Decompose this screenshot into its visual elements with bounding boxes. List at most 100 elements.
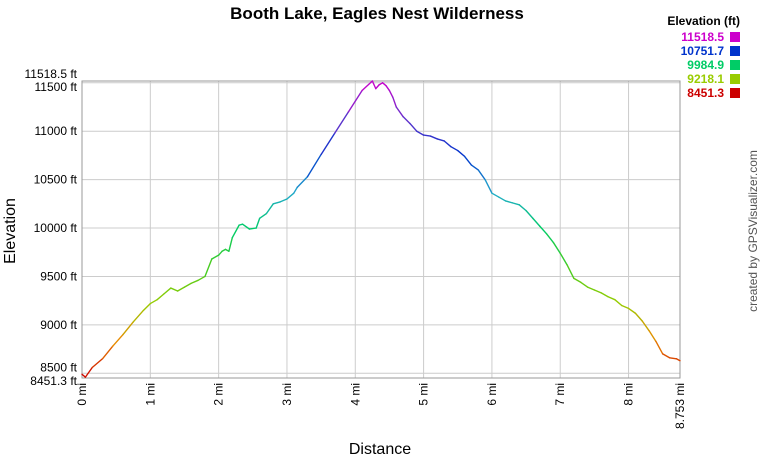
profile-segment [197,275,206,282]
profile-segment [668,357,678,360]
profile-segment [272,201,281,205]
profile-segment [422,134,432,137]
grid [81,80,681,379]
profile-segment [409,122,418,132]
profile-segment [402,115,411,125]
x-tick-label: 1 mi [143,383,157,406]
y-tick-label: 11500 ft [35,80,78,94]
legend-swatch [730,46,740,56]
profile-segment [621,304,630,310]
x-tick-label: 4 mi [348,383,362,406]
profile-segment [176,286,186,292]
profile-segment [170,287,179,292]
y-tick-label: 10500 ft [34,173,78,187]
y-tick-label: 9500 ft [40,269,77,283]
profile-segment [228,237,234,252]
profile-segment [156,293,165,301]
profile-segment [586,286,596,291]
profile-segment [306,153,322,178]
profile-segment [525,209,534,220]
x-tick-label: 2 mi [212,383,226,406]
profile-segment [320,132,336,156]
profile-segment [463,155,473,166]
x-tick-label: 6 mi [485,383,499,406]
profile-segment [470,164,479,171]
profile-segment [84,366,93,378]
profile-segment [347,89,363,113]
profile-segment [241,223,251,230]
profile-segment [614,298,623,307]
x-tick-label: 0 mi [75,383,89,406]
plot-frame [81,80,681,379]
x-axis-title: Distance [349,441,411,458]
profile-segment [258,212,268,220]
profile-segment [142,302,152,312]
profile-segment [655,340,664,355]
y-tick-label: 8500 ft [40,360,77,374]
profile-segment [443,140,452,148]
profile-segment [675,358,681,362]
x-tick-label: 8 mi [622,383,636,406]
profile-segment [190,279,199,284]
profile-segment [627,307,637,314]
profile-segment [573,277,582,283]
profile-segment [334,111,350,134]
y-tick-label: 8451.3 ft [30,374,77,388]
profile-segment [149,298,158,305]
profile-segment [566,264,575,280]
profile-segment [361,80,374,92]
x-tick-label: 8.753 mi [673,383,687,429]
profile-segment [211,254,220,260]
profile-segment [559,252,568,266]
legend-title: Elevation (ft) [667,14,740,28]
profile-segment [286,192,295,200]
credit-text: created by GPSVisualizer.com [746,150,760,312]
legend-swatch [730,60,740,70]
profile-segment [504,200,514,204]
profile-segment [491,192,500,198]
y-axis-title: Elevation [2,198,19,264]
profile-segment [371,80,377,90]
profile-segment [457,149,466,158]
profile-segment [477,169,486,181]
legend-swatch [730,32,740,42]
profile-segment [122,321,134,336]
profile-segment [255,217,261,229]
legend-value: 8451.3 [687,86,724,100]
profile-segment [91,358,104,369]
profile-segment [580,281,589,288]
profile-segment [231,224,240,239]
chart-title: Booth Lake, Eagles Nest Wilderness [230,4,524,23]
x-tick-label: 5 mi [417,383,431,406]
y-tick-label: 11518.5 ft [25,67,78,81]
profile-segment [607,296,616,301]
profile-segment [132,309,145,323]
profile-segment [381,82,387,87]
legend-value: 9218.1 [687,72,724,86]
profile-segment [450,145,459,152]
profile-segment [293,186,298,194]
profile-segment [204,258,213,278]
profile-segment [265,203,274,215]
y-tick-label: 11000 ft [35,124,78,138]
elevation-profile [81,80,681,378]
profile-segment [662,353,671,359]
profile-segment [641,320,650,332]
profile-segment [81,373,87,378]
profile-segment [532,217,541,227]
profile-segment [296,176,309,189]
x-tick-label: 7 mi [553,383,567,406]
y-tick-label: 10000 ft [34,221,78,235]
legend-swatch [730,74,740,84]
profile-segment [388,89,394,99]
profile-segment [593,289,602,294]
profile-segment [248,227,257,230]
profile-segment [395,106,404,118]
legend: Elevation (ft) 11518.510751.79984.99218.… [667,14,740,100]
profile-segment [648,329,657,343]
legend-value: 11518.5 [681,30,724,44]
profile-segment [279,198,288,203]
profile-segment [416,130,425,136]
